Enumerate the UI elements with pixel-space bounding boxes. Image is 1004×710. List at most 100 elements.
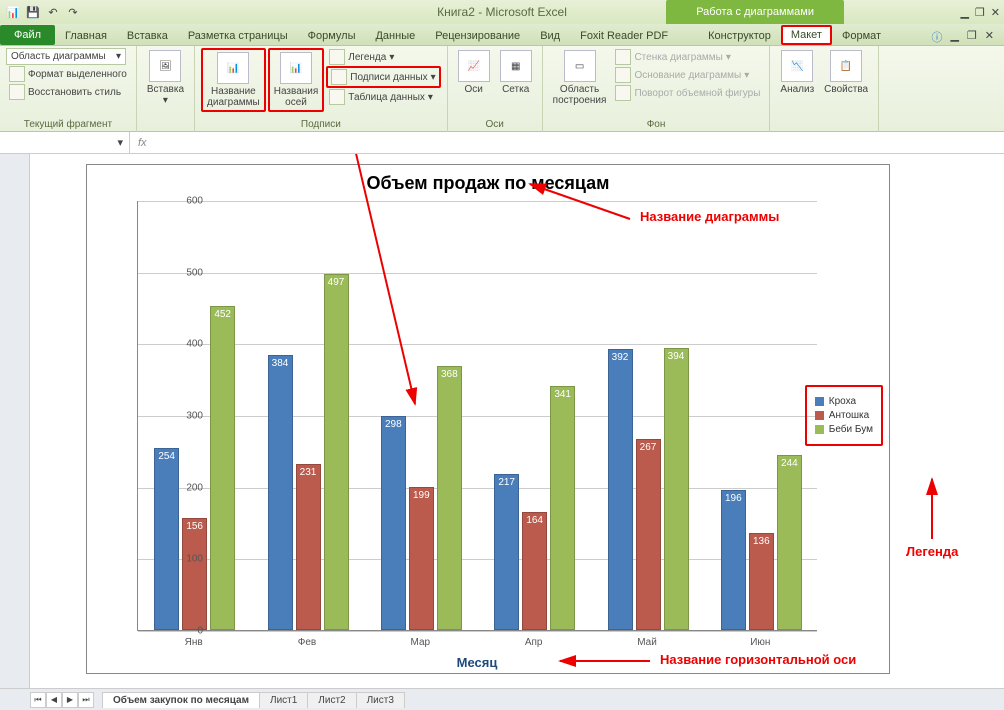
bar[interactable]	[268, 355, 293, 630]
bar[interactable]	[664, 348, 689, 630]
doc-close-icon[interactable]: ✕	[985, 29, 994, 45]
ribbon-tabs: Файл Главная Вставка Разметка страницы Ф…	[0, 24, 1004, 46]
chart-wall-button: Стенка диаграммы ▾	[612, 48, 763, 66]
bar-data-label: 244	[777, 458, 802, 469]
bar-data-label: 392	[608, 352, 633, 363]
bar-data-label: 254	[154, 451, 179, 462]
data-table-button[interactable]: Таблица данных ▾	[326, 88, 440, 106]
ribbon-group-labels: 📊 Название диаграммы 📊 Названия осей Лег…	[195, 46, 448, 132]
tab-review[interactable]: Рецензирование	[425, 27, 530, 45]
window-title: Книга2 - Microsoft Excel	[437, 5, 567, 19]
format-icon	[9, 66, 25, 82]
title-bar: 📊 💾 ↶ ↷ Книга2 - Microsoft Excel Работа …	[0, 0, 1004, 24]
x-category-label: Май	[637, 637, 657, 648]
data-labels-icon	[331, 69, 347, 85]
legend-label: Антошка	[829, 410, 869, 421]
rotation-button: Поворот объемной фигуры	[612, 84, 763, 102]
tab-view[interactable]: Вид	[530, 27, 570, 45]
redo-icon[interactable]: ↷	[64, 3, 82, 21]
ribbon-group-background: ▭Область построения Стенка диаграммы ▾ О…	[543, 46, 771, 132]
tab-layout[interactable]: Макет	[781, 25, 832, 45]
bar[interactable]	[494, 474, 519, 630]
restore-icon[interactable]: ❐	[975, 6, 985, 19]
chart-title[interactable]: Объем продаж по месяцам	[87, 173, 889, 194]
ribbon-group-analysis: 📉Анализ 📋Свойства	[770, 46, 879, 132]
bar[interactable]	[182, 518, 207, 630]
legend[interactable]: Кроха Антошка Беби Бум	[805, 385, 883, 446]
analysis-button[interactable]: 📉Анализ	[776, 48, 818, 97]
bar[interactable]	[721, 490, 746, 630]
legend-item[interactable]: Беби Бум	[815, 424, 873, 435]
format-selection-button[interactable]: Формат выделенного	[6, 65, 130, 83]
tab-home[interactable]: Главная	[55, 27, 117, 45]
save-icon[interactable]: 💾	[24, 3, 42, 21]
bar-data-label: 497	[324, 277, 349, 288]
y-tick-label: 200	[173, 482, 203, 493]
undo-icon[interactable]: ↶	[44, 3, 62, 21]
bar[interactable]	[608, 349, 633, 630]
gridlines-button[interactable]: ▦Сетка	[496, 48, 536, 97]
tab-foxit[interactable]: Foxit Reader PDF	[570, 27, 678, 45]
group-label-axes: Оси	[454, 119, 536, 132]
plot-area-button[interactable]: ▭Область построения	[549, 48, 611, 108]
sheet-tabs-bar: ⏮◀▶⏭ Объем закупок по месяцам Лист1 Лист…	[0, 688, 1004, 710]
bar[interactable]	[296, 464, 321, 630]
bar-data-label: 199	[409, 490, 434, 501]
bar[interactable]	[636, 439, 661, 630]
close-icon[interactable]: ✕	[991, 6, 1000, 19]
legend-item[interactable]: Антошка	[815, 410, 873, 421]
bar-data-label: 156	[182, 521, 207, 532]
x-category-label: Июн	[750, 637, 770, 648]
tab-data[interactable]: Данные	[365, 27, 425, 45]
properties-button[interactable]: 📋Свойства	[820, 48, 872, 97]
reset-icon	[9, 84, 25, 100]
sheet-tab-active[interactable]: Объем закупок по месяцам	[102, 692, 260, 708]
chart-object[interactable]: Объем продаж по месяцам 2541564523842314…	[86, 164, 890, 674]
help-icon[interactable]: ⓘ	[931, 29, 942, 45]
bar[interactable]	[550, 386, 575, 630]
bar[interactable]	[522, 512, 547, 630]
bar[interactable]	[749, 533, 774, 630]
quick-access-toolbar: 📊 💾 ↶ ↷	[4, 3, 82, 21]
fx-label[interactable]: fx	[130, 137, 155, 149]
plot-area[interactable]: 2541564523842314972981993682171643413922…	[137, 201, 817, 631]
bar[interactable]	[437, 366, 462, 630]
tab-insert[interactable]: Вставка	[117, 27, 178, 45]
floor-icon	[615, 67, 631, 83]
legend-item[interactable]: Кроха	[815, 396, 873, 407]
name-box[interactable]: ▾	[0, 132, 130, 153]
bar[interactable]	[409, 487, 434, 630]
excel-icon: 📊	[4, 3, 22, 21]
sheet-tab-2[interactable]: Лист2	[307, 692, 356, 708]
wall-icon	[615, 49, 631, 65]
legend-button[interactable]: Легенда ▾	[326, 48, 440, 66]
selection-dropdown[interactable]: Область диаграммы▾	[6, 48, 126, 65]
sheet-tab-3[interactable]: Лист3	[356, 692, 405, 708]
tab-formulas[interactable]: Формулы	[298, 27, 366, 45]
bar[interactable]	[381, 416, 406, 630]
sheet-tab-1[interactable]: Лист1	[259, 692, 308, 708]
insert-button[interactable]: 🖼 Вставка▾	[143, 48, 188, 108]
bar[interactable]	[210, 306, 235, 630]
tab-format[interactable]: Формат	[832, 27, 891, 45]
group-label-selection: Текущий фрагмент	[6, 119, 130, 132]
chart-title-button[interactable]: 📊 Название диаграммы	[201, 48, 266, 112]
tab-file[interactable]: Файл	[0, 25, 55, 45]
min-ribbon-icon[interactable]: ▁	[950, 29, 958, 45]
reset-style-button[interactable]: Восстановить стиль	[6, 83, 130, 101]
doc-restore-icon[interactable]: ❐	[967, 29, 977, 45]
y-tick-label: 400	[173, 339, 203, 350]
axes-button[interactable]: 📈Оси	[454, 48, 494, 97]
tab-pagelayout[interactable]: Разметка страницы	[178, 27, 298, 45]
bar[interactable]	[777, 455, 802, 630]
ribbon-group-insert: 🖼 Вставка▾	[137, 46, 195, 132]
data-labels-button[interactable]: Подписи данных ▾	[326, 66, 440, 88]
axis-titles-button[interactable]: 📊 Названия осей	[268, 48, 325, 112]
chart-tools-contextual-tab: Работа с диаграммами	[666, 0, 844, 24]
bar[interactable]	[324, 274, 349, 630]
bar[interactable]	[154, 448, 179, 630]
legend-swatch	[815, 411, 824, 420]
tab-design[interactable]: Конструктор	[698, 27, 781, 45]
sheet-nav-buttons[interactable]: ⏮◀▶⏭	[30, 692, 94, 708]
minimize-icon[interactable]: ▁	[960, 6, 968, 19]
